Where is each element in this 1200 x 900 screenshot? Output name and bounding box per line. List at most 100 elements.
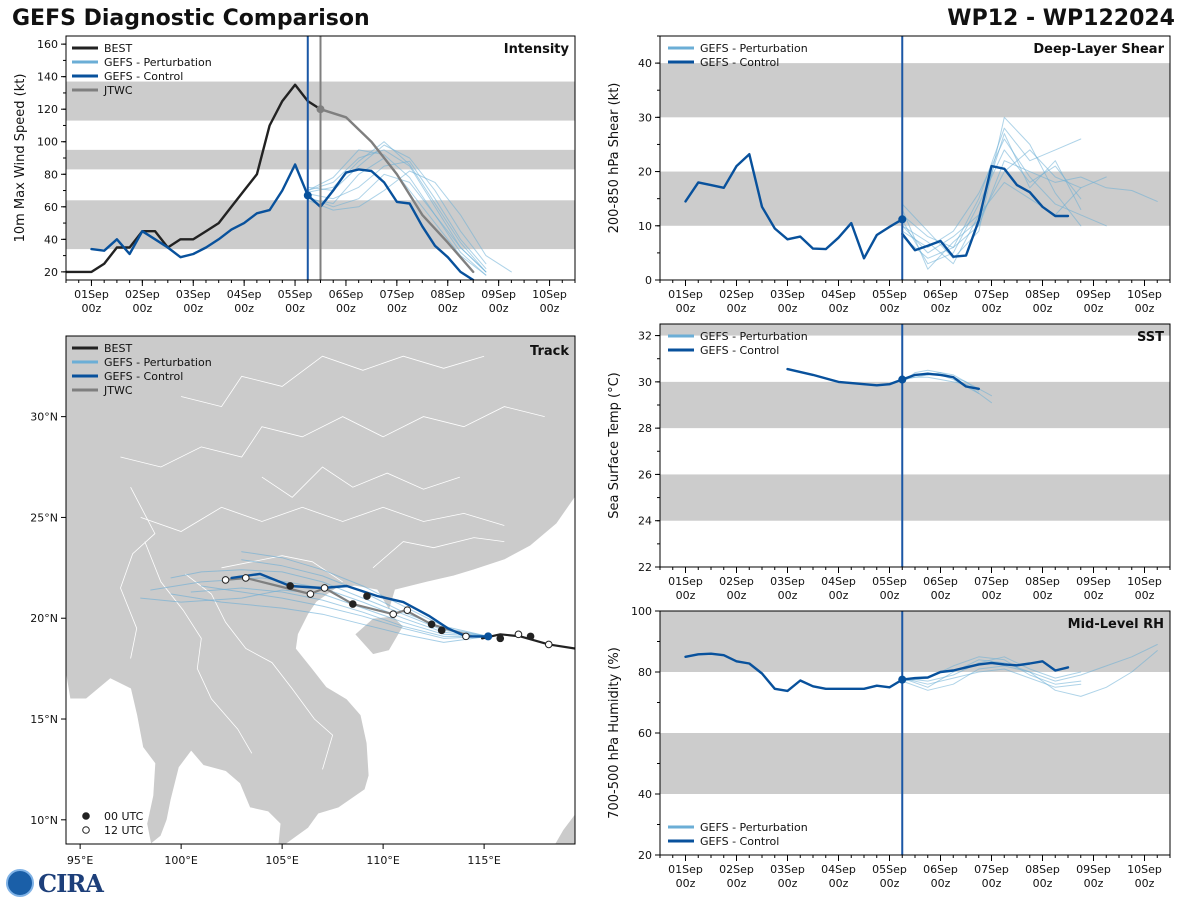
jtwc-marker <box>316 105 325 114</box>
jtwc-track-point <box>320 584 329 592</box>
legend-label: GEFS - Perturbation <box>104 56 212 69</box>
control-line <box>90 163 475 280</box>
x-tick-label-hour: 00z <box>982 877 1002 890</box>
x-tick-label-day: 02Sep <box>719 863 754 876</box>
x-tick-label-hour: 00z <box>1135 877 1155 890</box>
x-tick-label-day: 08Sep <box>1025 288 1060 301</box>
perturbation-line <box>901 656 1082 682</box>
panel-sst: 22242628303201Sep00z02Sep00z03Sep00z04Se… <box>607 323 1171 602</box>
lat-tick-label: 20°N <box>30 612 58 625</box>
y-axis-label: 200-850 hPa Shear (kt) <box>607 83 622 234</box>
storm-id: WP12 - WP122024 <box>947 6 1175 31</box>
perturbation-line <box>901 149 1082 270</box>
y-tick-label: 32 <box>638 330 652 343</box>
x-tick-label-hour: 00z <box>778 589 798 602</box>
y-tick-label: 24 <box>638 515 652 528</box>
jtwc-track-point <box>403 606 412 614</box>
legend-label: GEFS - Perturbation <box>104 356 212 369</box>
plot-area <box>660 63 1170 270</box>
y-axis-label: Sea Surface Temp (°C) <box>607 372 622 519</box>
x-tick-label-day: 08Sep <box>1025 863 1060 876</box>
legend-label: JTWC <box>103 384 133 397</box>
x-tick-label-day: 10Sep <box>1127 863 1162 876</box>
x-tick-label-day: 03Sep <box>770 863 805 876</box>
x-tick-label-hour: 00z <box>931 589 951 602</box>
legend-label: GEFS - Control <box>700 835 779 848</box>
page-title: GEFS Diagnostic Comparison <box>12 6 370 31</box>
lon-tick-label: 115°E <box>467 854 500 867</box>
x-tick-label-hour: 00z <box>132 302 152 315</box>
perturbation-line <box>307 170 512 273</box>
y-tick-label: 80 <box>44 168 58 181</box>
axes-frame <box>65 335 576 845</box>
lat-tick-label: 30°N <box>30 411 58 424</box>
init-marker <box>898 375 907 384</box>
panel-rh: 2040608010001Sep00z02Sep00z03Sep00z04Sep… <box>607 605 1171 890</box>
lat-tick-label: 15°N <box>30 713 58 726</box>
control-track-point <box>363 592 371 600</box>
land-palawan <box>554 813 575 844</box>
jtwc-track-point <box>389 610 398 618</box>
x-tick-label-day: 07Sep <box>379 288 414 301</box>
x-tick-label-hour: 00z <box>829 877 849 890</box>
x-tick-label-hour: 00z <box>727 302 747 315</box>
perturbation-line <box>901 650 1158 697</box>
x-tick-label-day: 02Sep <box>719 288 754 301</box>
x-tick-label-day: 04Sep <box>821 575 856 588</box>
x-tick-label-day: 05Sep <box>872 575 907 588</box>
x-tick-label-day: 09Sep <box>1076 288 1111 301</box>
x-tick-label-hour: 00z <box>285 302 305 315</box>
perturbation-line <box>901 176 1107 254</box>
x-tick-label-day: 04Sep <box>821 288 856 301</box>
x-tick-label-hour: 00z <box>880 589 900 602</box>
control-track-point <box>437 626 446 635</box>
legend-label: GEFS - Control <box>700 344 779 357</box>
legend-label: JTWC <box>103 84 133 97</box>
x-tick-label-day: 02Sep <box>719 575 754 588</box>
x-tick-label-day: 09Sep <box>1076 575 1111 588</box>
best-track-point <box>514 630 523 639</box>
threshold-band <box>660 474 1170 521</box>
cira-logo: CIRA <box>6 868 104 898</box>
y-tick-label: 100 <box>631 605 652 618</box>
x-tick-label-day: 07Sep <box>974 575 1009 588</box>
x-tick-label-hour: 00z <box>1084 877 1104 890</box>
cira-logo-text: CIRA <box>38 868 104 898</box>
y-tick-label: 30 <box>638 376 652 389</box>
y-tick-label: 80 <box>638 666 652 679</box>
lat-tick-label: 10°N <box>30 814 58 827</box>
x-tick-label-hour: 00z <box>336 302 356 315</box>
panel-title: Deep-Layer Shear <box>1033 42 1164 57</box>
panel-title: Intensity <box>504 42 570 57</box>
x-tick-label-hour: 00z <box>82 302 102 315</box>
x-tick-label-hour: 00z <box>1135 302 1155 315</box>
x-tick-label-hour: 00z <box>676 589 696 602</box>
x-tick-label-hour: 00z <box>727 877 747 890</box>
x-tick-label-hour: 00z <box>982 302 1002 315</box>
perturbation-line <box>901 133 1082 265</box>
jtwc-track <box>224 576 474 638</box>
control-line <box>684 652 1070 693</box>
marker-legend-symbol <box>82 826 90 834</box>
x-tick-label-hour: 00z <box>982 589 1002 602</box>
x-tick-label-hour: 00z <box>540 302 560 315</box>
panel-title: Track <box>530 344 569 359</box>
legend-label: GEFS - Control <box>104 370 183 383</box>
x-tick-label-day: 08Sep <box>1025 575 1060 588</box>
perturbation-track <box>150 577 489 637</box>
panel-intensity: 2040608010012014016001Sep00z02Sep00z03Se… <box>13 35 576 315</box>
perturbation-line <box>901 668 1082 688</box>
x-tick-label-day: 02Sep <box>125 288 160 301</box>
y-tick-label: 100 <box>37 136 58 149</box>
x-tick-label-day: 01Sep <box>668 288 703 301</box>
marker-legend-label: 12 UTC <box>104 824 144 837</box>
perturbation-line <box>901 127 1082 248</box>
x-tick-label-hour: 00z <box>931 877 951 890</box>
x-tick-label-hour: 00z <box>183 302 203 315</box>
init-marker <box>898 675 907 684</box>
y-tick-label: 28 <box>638 422 652 435</box>
x-tick-label-day: 03Sep <box>176 288 211 301</box>
legend-label: GEFS - Control <box>104 70 183 83</box>
